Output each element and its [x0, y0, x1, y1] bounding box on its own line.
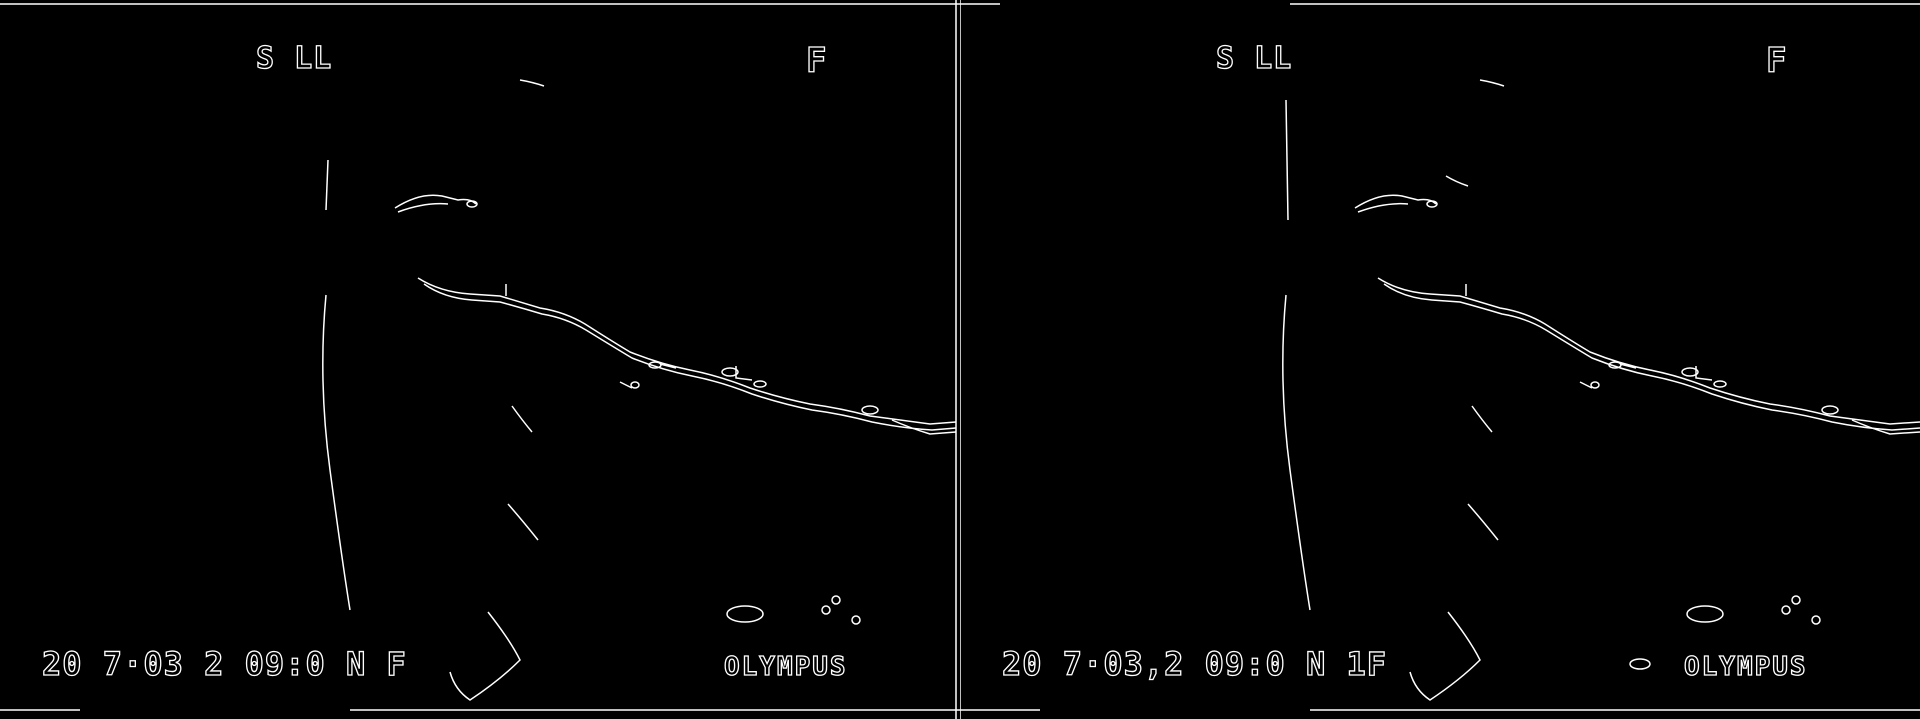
date-time-stamp: 20 7·03,2 09:0 N 1F [1001, 645, 1388, 683]
mode-flag-label: F [1765, 41, 1788, 81]
edge-lines-left [0, 0, 960, 719]
edge-frame-right: S LL F 20 7·03,2 09:0 N 1F OLYMPUS [960, 0, 1920, 719]
camera-brand-logo: OLYMPUS [723, 652, 848, 682]
edge-lines-right [960, 0, 1920, 719]
recording-mode-label: S LL [1215, 41, 1293, 76]
camera-brand-logo: OLYMPUS [1683, 652, 1808, 682]
recording-mode-label: S LL [255, 41, 333, 76]
date-time-stamp: 20 7·03 2 09:0 N F [41, 645, 407, 683]
edge-frame-left: S LL F 20 7·03 2 09:0 N F OLYMPUS [0, 0, 960, 719]
mode-flag-label: F [805, 41, 828, 81]
